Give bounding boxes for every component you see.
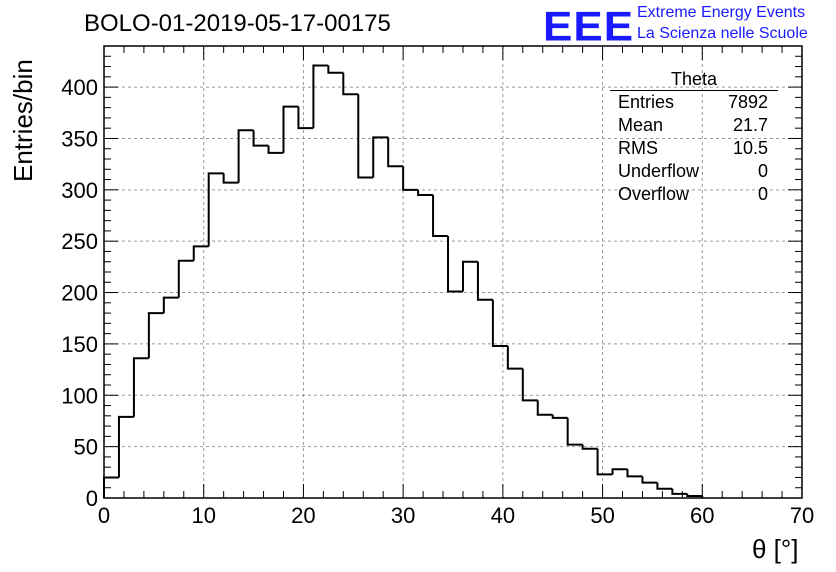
y-tick-label: 150 [61, 332, 98, 357]
x-tick-label: 60 [690, 503, 714, 528]
y-tick-label: 200 [61, 281, 98, 306]
histogram-bin [207, 172, 224, 247]
stats-label: Underflow [618, 161, 700, 181]
histogram-bin [596, 448, 613, 476]
histogram-bin [432, 194, 449, 238]
chart-title: BOLO-01-2019-05-17-00175 [84, 10, 391, 37]
logo-text-line1: Extreme Energy Events [637, 4, 806, 21]
stats-value: 10.5 [732, 138, 768, 158]
histogram-bars [103, 64, 704, 498]
y-axis-label: Entries/bin [8, 59, 38, 182]
histogram-bin [671, 488, 688, 495]
histogram-bin [312, 64, 329, 129]
histogram-bin [297, 106, 314, 130]
histogram-bin [177, 259, 194, 298]
histogram-bin [521, 368, 538, 402]
stats-value: 7892 [727, 92, 768, 112]
stats-row-mean: Mean 21.7 [610, 114, 778, 137]
axis-ticks [103, 45, 803, 499]
histogram-bin [192, 245, 209, 261]
stats-title: Theta [610, 68, 778, 91]
x-tick-label: 40 [491, 503, 515, 528]
histogram-bin [417, 189, 434, 196]
y-tick-label: 300 [61, 178, 98, 203]
x-tick-label: 10 [191, 503, 215, 528]
histogram-bin [342, 72, 359, 96]
x-tick-label: 0 [98, 503, 110, 528]
histogram-bin [581, 444, 598, 450]
histogram-bin [536, 400, 553, 416]
histogram-bin [372, 136, 389, 178]
stats-label: Mean [618, 115, 664, 135]
tick-labels: 0 10 20 30 40 50 60 70 0 50 100 150 200 250 300 350 400 [61, 75, 814, 528]
histogram-bin [252, 130, 269, 147]
y-tick-label: 0 [86, 486, 98, 511]
histogram-bin [147, 312, 164, 359]
histogram-bin [686, 493, 703, 497]
x-tick-label: 50 [590, 503, 614, 528]
stats-label: Entries [618, 92, 675, 112]
y-tick-label: 350 [61, 126, 98, 151]
grid-lines [104, 46, 802, 498]
x-tick-label: 70 [790, 503, 814, 528]
y-tick-label: 250 [61, 229, 98, 254]
x-tick-label: 30 [391, 503, 415, 528]
histogram-bin [117, 415, 134, 478]
y-tick-label: 50 [74, 435, 98, 460]
y-tick-label: 400 [61, 75, 98, 100]
histogram-bin [626, 469, 643, 478]
histogram-bin [656, 482, 673, 490]
histogram-bin [327, 65, 344, 74]
stats-row-rms: RMS 10.5 [610, 137, 778, 160]
histogram-bin [402, 166, 419, 191]
x-tick-label: 20 [291, 503, 315, 528]
histogram-bin [282, 105, 299, 153]
stats-row-entries: Entries 7892 [610, 91, 778, 114]
histogram-bin [506, 345, 523, 370]
stats-value: 0 [757, 161, 768, 181]
stats-row-overflow: Overflow 0 [610, 183, 778, 206]
y-tick-label: 100 [61, 383, 98, 408]
histogram-bin [357, 94, 374, 179]
histogram-bin [566, 417, 583, 446]
histogram-bin [447, 236, 463, 293]
histogram-bin [491, 299, 508, 347]
stats-value: 21.7 [732, 115, 768, 135]
histogram-bin [267, 145, 284, 154]
histogram-bin [222, 173, 239, 184]
histogram-bin [132, 357, 149, 417]
stats-label: Overflow [618, 184, 690, 204]
histogram-bin [476, 261, 493, 301]
histogram-bin [162, 296, 179, 314]
histogram-bin [387, 137, 404, 168]
histogram-bin [611, 468, 628, 475]
stats-value: 0 [757, 184, 768, 204]
histogram-bin [461, 260, 478, 292]
stats-box: Theta Entries 7892 Mean 21.7 RMS 10.5 Un… [610, 68, 778, 206]
histogram-bin [237, 129, 254, 183]
eee-logo-mark: EEE [543, 3, 635, 50]
stats-row-underflow: Underflow 0 [610, 160, 778, 183]
stats-label: RMS [618, 138, 658, 158]
logo-text-line2: La Scienza nelle Scuole [637, 25, 808, 42]
histogram-bin [641, 476, 658, 484]
histogram-bin [551, 414, 568, 419]
x-axis-label: θ [°] [752, 534, 799, 564]
